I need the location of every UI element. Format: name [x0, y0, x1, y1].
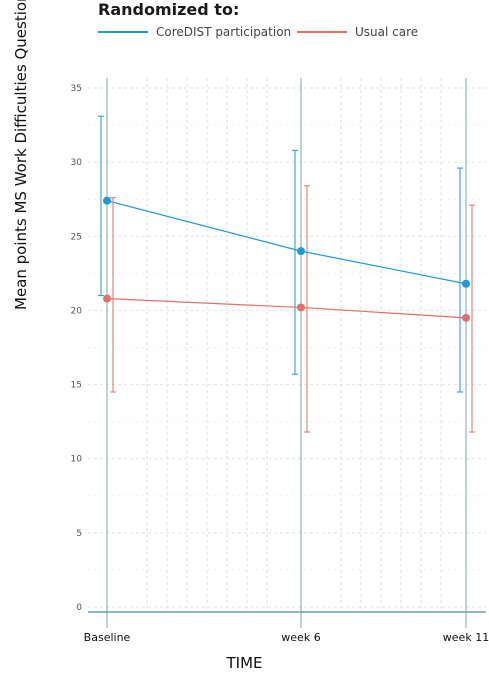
data-point: [297, 247, 305, 256]
legend-swatch-usual-care: [297, 31, 347, 33]
y-axis-label: Mean points MS Work Difficulties Questio…: [12, 0, 30, 310]
y-tick-label: 0: [76, 603, 82, 613]
x-tick-label: Baseline: [84, 631, 131, 644]
y-tick-label: 10: [71, 455, 83, 465]
y-tick-label: 20: [71, 306, 83, 316]
legend-item-coredist: CoreDIST participation: [98, 25, 291, 39]
x-axis-label: TIME: [226, 654, 263, 672]
y-tick-label: 25: [71, 232, 82, 242]
legend-label-coredist: CoreDIST participation: [156, 25, 292, 39]
y-tick-label: 35: [71, 84, 82, 94]
y-tick-label: 15: [71, 381, 82, 391]
series-line: [106, 297, 467, 319]
data-point: [462, 279, 470, 288]
data-point: [103, 294, 111, 303]
data-point: [462, 313, 470, 322]
y-tick-label: 5: [76, 529, 82, 539]
legend-swatch-coredist: [98, 31, 148, 33]
legend-title: Randomized to:: [98, 0, 240, 19]
data-point: [103, 196, 111, 205]
data-point: [297, 303, 305, 312]
legend-item-usual-care: Usual care: [297, 25, 418, 39]
series-line: [106, 200, 467, 285]
x-tick-label: week 11: [443, 631, 489, 644]
legend-label-usual-care: Usual care: [355, 25, 419, 39]
y-tick-label: 30: [71, 158, 83, 168]
x-tick-label: week 6: [281, 631, 320, 644]
